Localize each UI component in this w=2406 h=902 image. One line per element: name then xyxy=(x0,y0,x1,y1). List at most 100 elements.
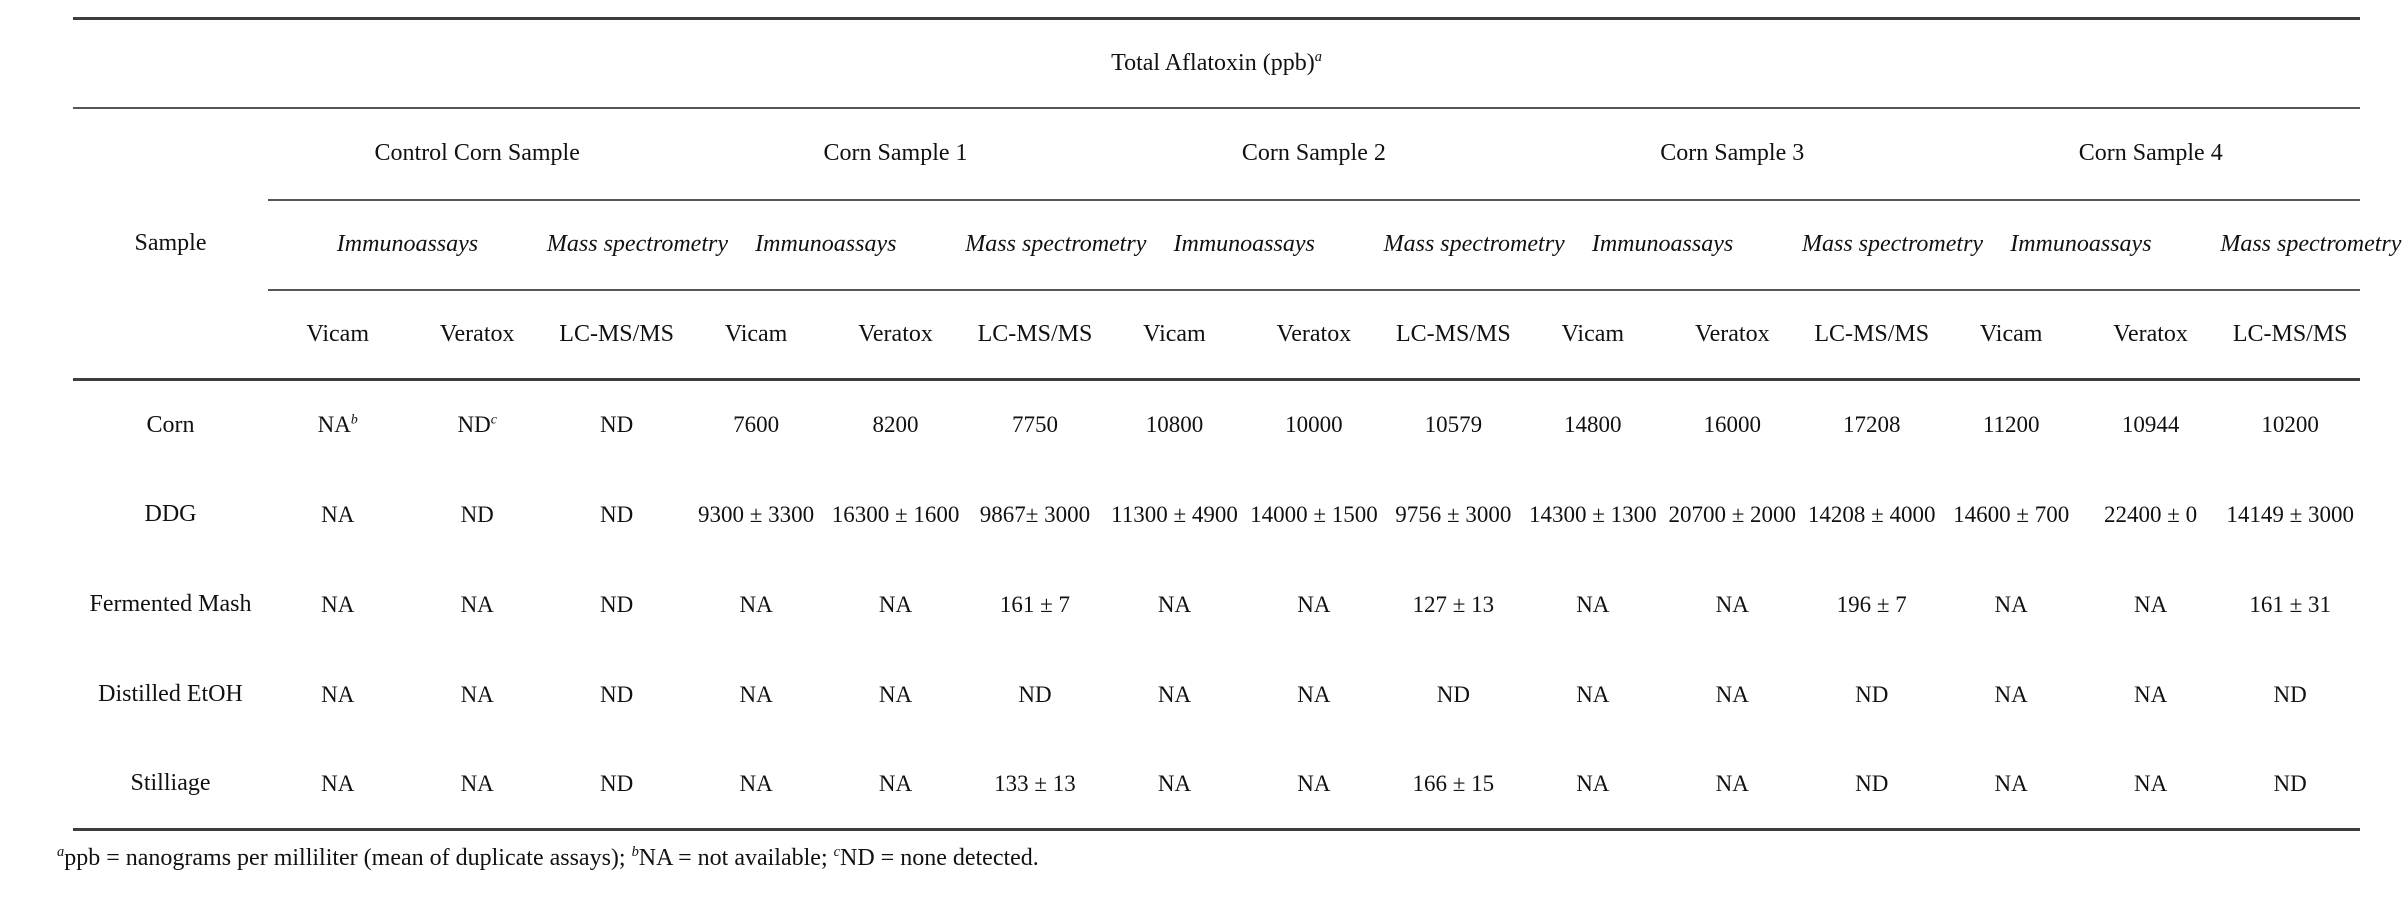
cell: ND xyxy=(2220,739,2360,831)
cell: 17208 xyxy=(1842,412,1901,438)
table-row-stilliage: Stilliage NA NA ND NA NA 133 ± 13 NA NA … xyxy=(73,739,2360,831)
cell: NA xyxy=(460,681,494,707)
vicam-header: Vicam xyxy=(1523,289,1663,381)
row-label: Corn xyxy=(146,411,195,438)
lcmsms-header: LC-MS/MS xyxy=(2220,289,2360,381)
cell: ND xyxy=(600,501,634,527)
cell: NA xyxy=(739,591,773,617)
cell: ND xyxy=(2273,681,2307,707)
cell: NA xyxy=(1994,591,2028,617)
lcmsms-header: LC-MS/MS xyxy=(1383,289,1524,381)
cell: NA xyxy=(321,591,355,617)
cell: NA xyxy=(1715,591,1749,617)
cell: NA xyxy=(2080,739,2221,831)
row-label: Stilliage xyxy=(73,739,268,831)
cell: NA xyxy=(1157,591,1192,617)
title-row: Total Aflatoxin (ppb)a xyxy=(73,18,2360,109)
cell: NA xyxy=(1576,591,1610,617)
cell: 133 ± 13 xyxy=(965,739,1105,831)
cell: 14000 ± 1500 xyxy=(1250,501,1378,527)
cell: NA xyxy=(878,681,913,707)
table-title: Total Aflatoxin (ppb)a xyxy=(73,18,2360,109)
cell: NA xyxy=(1297,681,1331,707)
cell: 10944 xyxy=(2121,412,2180,438)
cell: ND xyxy=(600,412,634,438)
vicam-header: Vicam xyxy=(1104,289,1245,381)
veratox-header: Veratox xyxy=(2080,289,2221,381)
cell: NDc xyxy=(457,411,497,438)
cell: ND xyxy=(1436,681,1470,707)
cell: NA xyxy=(1662,739,1802,831)
cell: NA xyxy=(1157,681,1192,707)
cell: NA xyxy=(825,739,966,831)
cell: NA xyxy=(1523,739,1663,831)
cell: NA xyxy=(2134,681,2168,707)
immunoassays-header: Immunoassays xyxy=(268,199,547,291)
cell: NA xyxy=(686,739,826,831)
cell: 22400 ± 0 xyxy=(2104,501,2198,527)
cell: ND xyxy=(546,739,687,831)
group-header-row: Sample Control Corn Sample Corn Sample 1… xyxy=(73,107,2360,381)
veratox-header: Veratox xyxy=(1662,289,1802,381)
sample-column-header: Sample xyxy=(73,107,268,381)
cell: ND xyxy=(1801,739,1942,831)
row-label: DDG xyxy=(144,501,197,527)
cell: 11200 xyxy=(1982,412,2040,438)
cell: 14300 ± 1300 xyxy=(1528,501,1657,527)
immunoassays-header: Immunoassays xyxy=(1523,199,1802,291)
cell: 11300 ± 4900 xyxy=(1111,501,1238,527)
group-header-sample2: Corn Sample 2 xyxy=(1104,107,1524,201)
group-header-sample1: Corn Sample 1 xyxy=(686,107,1105,201)
cell: NA xyxy=(460,591,494,617)
mass-spectrometry-header: Mass spectrometry xyxy=(1383,199,1565,291)
method-type-row: Immunoassays Mass spectrometry Immunoass… xyxy=(73,199,2401,291)
table-row-fermented-mash: Fermented Mash NA NA ND NA NA 161 ± 7 NA… xyxy=(73,560,2360,650)
cell: ND xyxy=(1018,681,1052,707)
cell: NA xyxy=(407,739,547,831)
cell: 9300 ± 3300 xyxy=(698,501,815,527)
cell: ND xyxy=(460,501,494,527)
cell: 10000 xyxy=(1285,412,1343,438)
cell: 10800 xyxy=(1145,412,1204,438)
cell: NA xyxy=(1297,591,1331,617)
lcmsms-header: LC-MS/MS xyxy=(1801,289,1942,381)
aflatoxin-table: Total Aflatoxin (ppb)a Sample Control Co… xyxy=(73,17,2401,831)
veratox-header: Veratox xyxy=(407,289,547,381)
vicam-header: Vicam xyxy=(686,289,826,381)
cell: NA xyxy=(321,501,355,527)
cell: 16300 ± 1600 xyxy=(831,501,960,527)
group-header-sample3: Corn Sample 3 xyxy=(1523,107,1942,201)
cell: ND xyxy=(1855,681,1889,707)
cell: NAb xyxy=(317,411,358,438)
cell: NA xyxy=(321,681,355,707)
cell: ND xyxy=(600,591,634,617)
mass-spectrometry-header: Mass spectrometry xyxy=(546,199,728,291)
mass-spectrometry-header: Mass spectrometry xyxy=(965,199,1146,291)
cell: 9756 ± 3000 xyxy=(1395,501,1512,527)
immunoassays-header: Immunoassays xyxy=(1941,199,2221,291)
vicam-header: Vicam xyxy=(1941,289,2081,381)
cell: 14208 ± 4000 xyxy=(1807,501,1936,527)
table-row-ddg: DDG NA ND ND 9300 ± 3300 16300 ± 1600 98… xyxy=(73,470,2360,560)
cell: 7750 xyxy=(1011,412,1058,438)
table-row-distilled-etoh: Distilled EtOH NA NA ND NA NA ND NA NA N… xyxy=(73,650,2360,740)
cell: 196 ± 7 xyxy=(1836,591,1907,617)
mass-spectrometry-header: Mass spectrometry xyxy=(2220,199,2401,291)
immunoassays-header: Immunoassays xyxy=(1104,199,1384,291)
cell: 127 ± 13 xyxy=(1412,591,1495,617)
cell: NA xyxy=(739,681,773,707)
cell: NA xyxy=(878,591,913,617)
cell: NA xyxy=(1104,739,1245,831)
cell: 16000 xyxy=(1703,412,1762,438)
cell: NA xyxy=(1715,681,1749,707)
lcmsms-header: LC-MS/MS xyxy=(546,289,687,381)
veratox-header: Veratox xyxy=(1244,289,1384,381)
method-row: Vicam Veratox LC-MS/MS Vicam Veratox LC-… xyxy=(73,289,2360,381)
row-label: Distilled EtOH xyxy=(98,681,243,707)
cell: NA xyxy=(1994,681,2028,707)
cell: 7600 xyxy=(733,412,780,438)
cell: NA xyxy=(1576,681,1610,707)
veratox-header: Veratox xyxy=(825,289,966,381)
cell: ND xyxy=(600,681,634,707)
lcmsms-header: LC-MS/MS xyxy=(965,289,1105,381)
